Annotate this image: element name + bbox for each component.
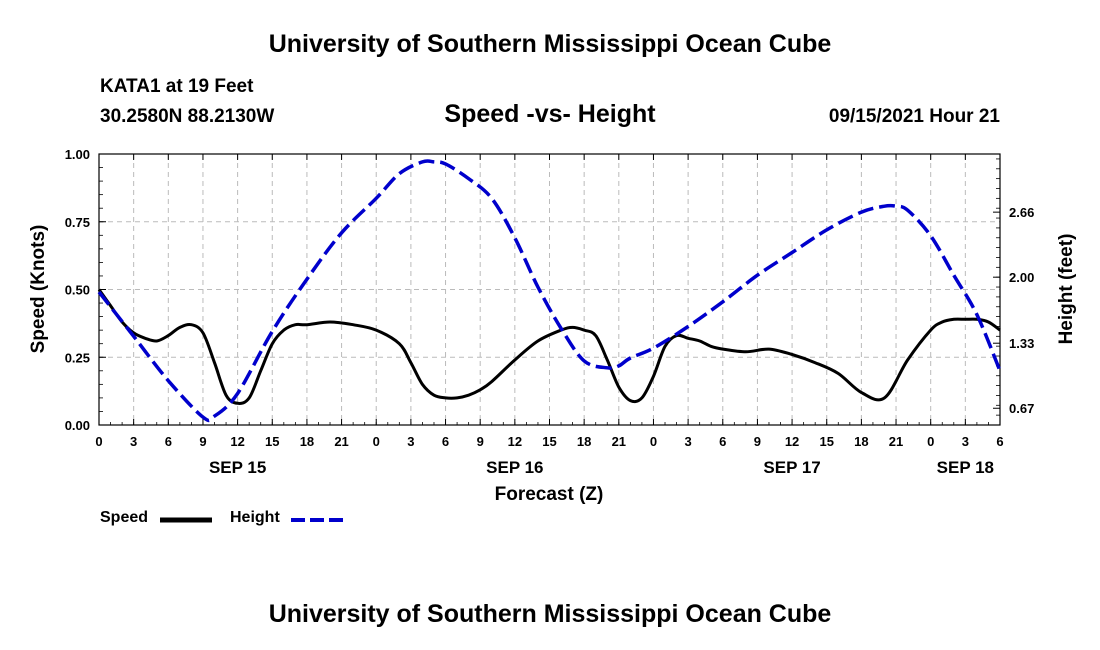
x-tick-label: 6 bbox=[996, 434, 1003, 449]
chart-title: Speed -vs- Height bbox=[444, 100, 656, 128]
x-tick-label: 21 bbox=[334, 434, 348, 449]
x-tick-label: 3 bbox=[684, 434, 691, 449]
x-tick-label: 3 bbox=[962, 434, 969, 449]
x-tick-label: 3 bbox=[407, 434, 414, 449]
grid-lines bbox=[99, 154, 1000, 425]
legend-height-label: Height bbox=[230, 509, 280, 526]
x-tick-label: 0 bbox=[95, 434, 102, 449]
y2-axis-title: Height (feet) bbox=[1056, 234, 1077, 345]
x-tick-label: 3 bbox=[130, 434, 137, 449]
y-axis-title: Speed (Knots) bbox=[28, 225, 49, 354]
legend-speed-label: Speed bbox=[100, 509, 149, 526]
y-tick-label: 0.75 bbox=[65, 215, 90, 230]
x-day-label: SEP 15 bbox=[209, 458, 266, 477]
station-coordinates: 30.2580N 88.2130W bbox=[100, 106, 275, 127]
x-tick-label: 6 bbox=[719, 434, 726, 449]
station-label: KATA1 at 19 Feet bbox=[100, 76, 254, 97]
x-tick-label: 18 bbox=[854, 434, 868, 449]
x-tick-label: 6 bbox=[442, 434, 449, 449]
x-day-label: SEP 18 bbox=[937, 458, 994, 477]
x-day-label: SEP 17 bbox=[763, 458, 820, 477]
x-tick-label: 21 bbox=[889, 434, 903, 449]
y-tick-label: 0.25 bbox=[65, 350, 90, 365]
x-tick-label: 21 bbox=[612, 434, 626, 449]
x-tick-label: 12 bbox=[508, 434, 522, 449]
x-tick-label: 6 bbox=[165, 434, 172, 449]
y2-tick-label: 1.33 bbox=[1009, 336, 1034, 351]
forecast-datetime: 09/15/2021 Hour 21 bbox=[828, 106, 1000, 127]
y2-tick-label: 2.66 bbox=[1009, 205, 1034, 220]
x-tick-label: 9 bbox=[477, 434, 484, 449]
x-tick-label: 0 bbox=[650, 434, 657, 449]
speed-series-line bbox=[97, 288, 1001, 405]
page-title: University of Southern Mississippi Ocean… bbox=[268, 30, 832, 58]
y2-tick-label: 0.67 bbox=[1009, 401, 1034, 416]
series-group bbox=[97, 159, 1002, 423]
y-tick-label: 0.50 bbox=[65, 283, 90, 298]
footer-title: University of Southern Mississippi Ocean… bbox=[268, 600, 832, 628]
x-tick-label: 9 bbox=[199, 434, 206, 449]
x-axis-title: Forecast (Z) bbox=[495, 484, 604, 505]
y-tick-label: 1.00 bbox=[65, 147, 90, 162]
y2-tick-label: 2.00 bbox=[1009, 270, 1034, 285]
x-tick-label: 18 bbox=[300, 434, 314, 449]
y-tick-label: 0.00 bbox=[65, 418, 90, 433]
x-tick-label: 15 bbox=[819, 434, 833, 449]
height-series-line bbox=[97, 159, 1002, 423]
x-tick-label: 0 bbox=[373, 434, 380, 449]
x-tick-label: 18 bbox=[577, 434, 591, 449]
x-tick-label: 12 bbox=[230, 434, 244, 449]
x-tick-label: 9 bbox=[754, 434, 761, 449]
x-day-label: SEP 16 bbox=[486, 458, 543, 477]
axis-ticks: 0 3 6 9 12 15 18 21 0 3 6 9 12 15 18 21 0 3 6 9 12 15 18 21 0 3 6S… bbox=[65, 147, 1035, 477]
x-tick-label: 15 bbox=[542, 434, 556, 449]
x-tick-label: 0 bbox=[927, 434, 934, 449]
x-tick-label: 12 bbox=[785, 434, 799, 449]
x-tick-label: 15 bbox=[265, 434, 279, 449]
